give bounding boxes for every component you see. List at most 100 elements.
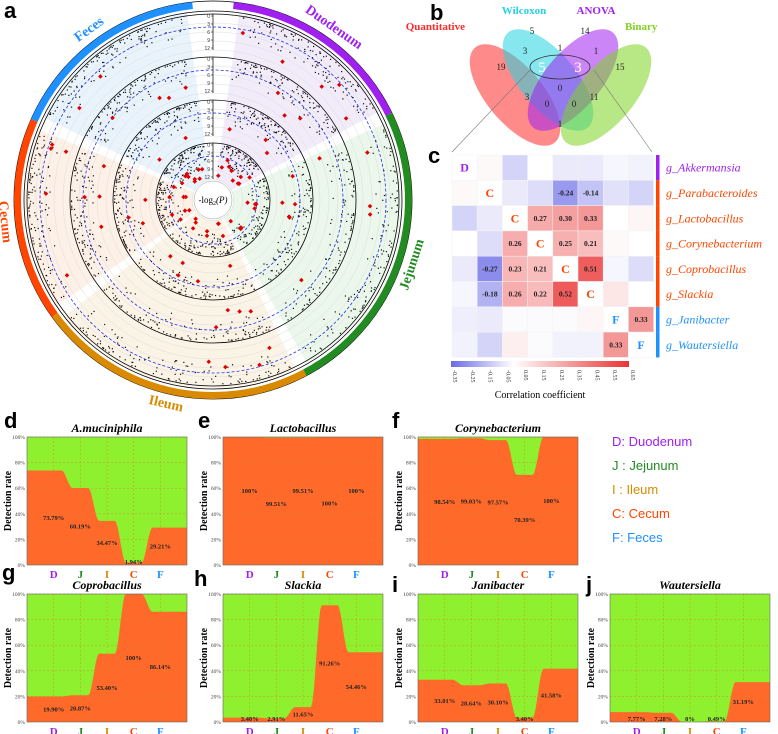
scatter-point <box>253 288 255 290</box>
scatter-point <box>323 56 325 58</box>
scatter-point <box>296 232 298 235</box>
heatmap-row-label: g_Akkermansia <box>666 161 741 175</box>
scatter-point <box>266 263 268 266</box>
scatter-point <box>184 152 186 154</box>
scatter-point <box>54 110 56 112</box>
scatter-point <box>258 82 261 84</box>
scatter-point <box>282 29 284 31</box>
scatter-point <box>117 95 119 97</box>
scatter-point <box>74 78 76 81</box>
scatter-point <box>164 172 166 174</box>
colorbar-tick-label: -0.15 <box>487 370 493 383</box>
scatter-point <box>243 236 245 238</box>
scatter-point <box>121 197 124 199</box>
scatter-point <box>276 270 278 272</box>
scatter-point <box>261 326 263 328</box>
scatter-point <box>129 354 131 356</box>
scatter-point <box>117 181 119 183</box>
scatter-point <box>165 201 167 203</box>
legend-item: I : Ileum <box>612 482 658 497</box>
y-tick-label: 20% <box>211 537 222 543</box>
scatter-point <box>32 240 34 242</box>
scatter-point <box>303 304 306 306</box>
scatter-point <box>266 68 268 70</box>
scatter-point <box>325 258 327 260</box>
scatter-point <box>309 184 311 186</box>
scatter-point <box>330 86 332 88</box>
scatter-point <box>230 247 232 249</box>
scatter-point <box>82 330 85 332</box>
scatter-point <box>323 121 325 124</box>
scatter-point <box>253 110 256 112</box>
scatter-point <box>166 112 168 114</box>
scatter-point <box>177 221 179 223</box>
scatter-point <box>38 168 40 170</box>
scatter-point <box>344 184 346 186</box>
scatter-point <box>33 243 35 245</box>
scatter-point <box>267 207 269 209</box>
scatter-point <box>223 246 225 248</box>
scatter-point <box>239 378 241 380</box>
scatter-point <box>296 86 299 88</box>
heatmap-cell-value: 0.21 <box>584 239 597 248</box>
heatmap-cell <box>502 281 528 308</box>
scatter-point <box>180 227 182 229</box>
scatter-point <box>228 252 230 254</box>
scatter-point <box>181 127 183 129</box>
scatter-point <box>258 123 260 125</box>
scatter-point <box>159 197 161 199</box>
detected-area <box>610 682 770 722</box>
scatter-point <box>270 25 272 27</box>
scatter-point <box>193 147 196 150</box>
scatter-point <box>76 217 78 219</box>
scatter-point <box>307 46 309 48</box>
scatter-point <box>158 68 160 70</box>
scatter-point <box>140 35 143 38</box>
scatter-point <box>28 191 30 193</box>
scatter-point <box>198 164 201 166</box>
scatter-point <box>222 281 224 284</box>
scatter-point <box>211 378 213 380</box>
scatter-point <box>30 200 32 202</box>
x-category-label: F <box>740 726 747 734</box>
scatter-point <box>248 107 250 109</box>
scatter-point <box>126 155 128 157</box>
scatter-point <box>29 203 31 205</box>
scatter-point <box>199 251 201 253</box>
x-category-label: D <box>50 726 58 734</box>
scatter-point <box>104 108 106 110</box>
scatter-point <box>117 210 119 212</box>
scatter-point <box>197 117 199 119</box>
scatter-point <box>190 242 192 244</box>
scatter-point <box>191 363 193 365</box>
scatter-point <box>285 302 287 304</box>
scatter-point <box>38 258 40 260</box>
scatter-point <box>343 78 346 80</box>
scatter-point <box>97 116 100 118</box>
scatter-point <box>130 46 132 49</box>
scatter-point <box>171 277 173 279</box>
scatter-point <box>135 148 137 150</box>
scatter-point <box>90 61 93 63</box>
scatter-point <box>317 110 319 113</box>
scatter-point <box>230 382 232 385</box>
scatter-point <box>304 50 306 52</box>
scatter-point <box>124 91 127 93</box>
scatter-point <box>308 290 310 292</box>
scatter-point <box>133 104 135 106</box>
scatter-point <box>102 61 104 64</box>
significant-point <box>192 179 198 184</box>
scatter-point <box>169 64 171 67</box>
scatter-point <box>180 29 182 31</box>
scatter-point <box>180 155 182 157</box>
scatter-point <box>377 212 379 214</box>
scatter-point <box>348 178 350 180</box>
scatter-point <box>43 139 45 141</box>
y-tick-label: 80% <box>598 618 609 624</box>
scatter-point <box>307 222 309 224</box>
scatter-point <box>307 58 309 60</box>
scatter-point <box>122 197 124 200</box>
scatter-point <box>181 159 183 161</box>
scatter-point <box>117 336 119 338</box>
